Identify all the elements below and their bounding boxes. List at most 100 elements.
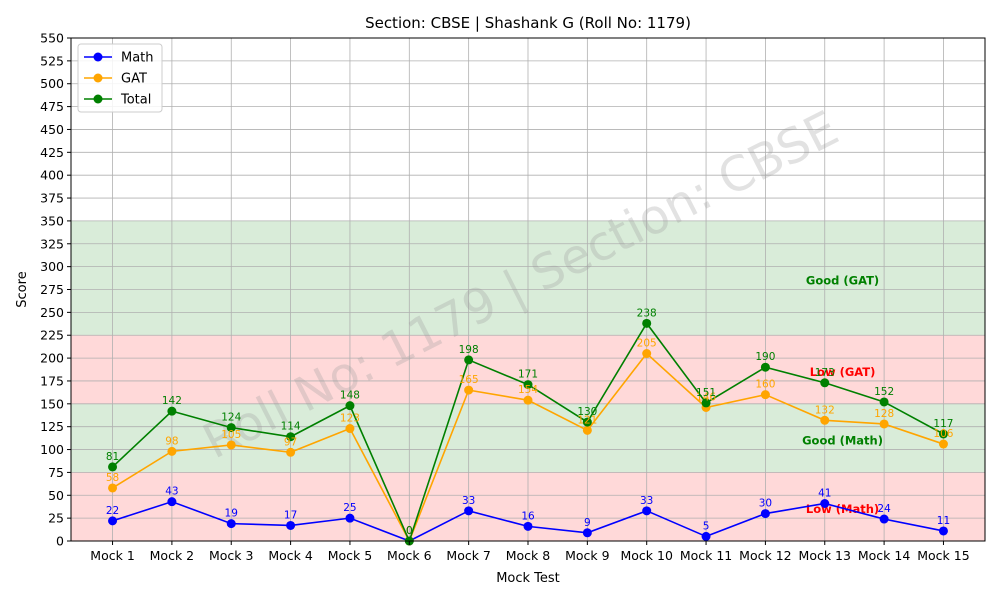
series-point-total-12 [820, 378, 830, 388]
series-point-gat-3 [286, 447, 296, 457]
data-label-total-2: 124 [221, 412, 241, 424]
series-point-gat-0 [108, 483, 118, 493]
series-point-total-1 [167, 406, 177, 416]
data-label-total-13: 152 [874, 386, 894, 398]
y-tick-label-15: 375 [40, 191, 64, 206]
y-tick-label-4: 100 [40, 442, 64, 457]
data-label-gat-5: 0 [406, 525, 413, 537]
y-tick-label-13: 325 [40, 236, 64, 251]
chart-title: Section: CBSE | Shashank G (Roll No: 117… [365, 14, 691, 32]
series-lines [108, 318, 948, 546]
data-label-gat-7: 154 [518, 384, 538, 396]
x-tick-label-7: Mock 8 [506, 548, 551, 563]
x-tick-label-2: Mock 3 [209, 548, 253, 563]
data-label-total-12: 173 [815, 367, 835, 379]
y-tick-label-5: 125 [40, 419, 64, 434]
x-tick-label-8: Mock 9 [565, 548, 610, 563]
x-tick-label-13: Mock 14 [858, 548, 910, 563]
x-tick-label-12: Mock 13 [799, 548, 851, 563]
data-label-total-1: 142 [162, 395, 182, 407]
series-point-math-12 [820, 499, 830, 509]
series-point-gat-9 [642, 349, 652, 359]
x-tick-label-6: Mock 7 [446, 548, 490, 563]
data-label-gat-6: 165 [459, 374, 479, 386]
y-tick-label-16: 400 [40, 168, 64, 183]
data-label-gat-8: 121 [577, 414, 597, 426]
data-label-math-6: 33 [462, 495, 475, 507]
data-label-math-10: 5 [703, 520, 710, 532]
y-tick-label-7: 175 [40, 373, 64, 388]
data-label-math-9: 33 [640, 495, 653, 507]
x-axis-label: Mock Test [496, 571, 560, 586]
series-point-math-8 [582, 528, 592, 538]
series-point-total-9 [642, 318, 652, 328]
data-label-math-13: 24 [877, 503, 891, 515]
y-tick-label-9: 225 [40, 328, 64, 343]
x-tick-label-4: Mock 5 [328, 548, 372, 563]
x-tick-label-0: Mock 1 [90, 548, 134, 563]
y-tick-label-22: 550 [40, 31, 64, 46]
series-point-total-14 [938, 429, 948, 439]
series-point-total-8 [582, 417, 592, 427]
data-label-gat-10: 146 [696, 391, 716, 403]
data-label-gat-0: 58 [106, 472, 119, 484]
y-tick-label-3: 75 [48, 465, 64, 480]
data-label-total-5: 0 [406, 525, 413, 537]
data-label-math-14: 11 [937, 515, 950, 527]
data-label-gat-14: 106 [933, 428, 953, 440]
legend-label-total: Total [120, 93, 151, 108]
series-point-gat-1 [167, 446, 177, 456]
x-tick-label-1: Mock 2 [150, 548, 194, 563]
series-point-math-7 [523, 521, 533, 531]
band-label-1: Good (Math) [802, 433, 883, 447]
data-label-math-12: 41 [818, 488, 831, 500]
series-point-math-3 [286, 520, 296, 530]
x-tick-label-5: Mock 6 [387, 548, 432, 563]
y-tick-label-1: 25 [48, 511, 64, 526]
data-label-total-0: 81 [106, 451, 119, 463]
data-label-math-3: 17 [284, 509, 297, 521]
x-tick-label-9: Mock 10 [620, 548, 672, 563]
series-point-math-10 [701, 531, 711, 541]
legend-label-gat: GAT [121, 72, 147, 87]
data-label-gat-1: 98 [165, 435, 178, 447]
x-tick-label-11: Mock 12 [739, 548, 791, 563]
data-label-gat-11: 160 [755, 379, 775, 391]
series-point-total-10 [701, 398, 711, 408]
data-label-gat-2: 105 [221, 429, 241, 441]
legend: Math GAT Total [77, 43, 163, 113]
series-point-math-11 [760, 509, 770, 519]
data-label-math-4: 25 [343, 502, 356, 514]
data-label-total-4: 148 [340, 390, 360, 402]
series-point-math-0 [108, 516, 118, 526]
legend-marker-total [93, 94, 103, 104]
y-tick-label-2: 50 [48, 488, 64, 503]
series-point-total-6 [464, 355, 474, 365]
legend-marker-gat [93, 73, 103, 83]
data-label-math-7: 16 [521, 510, 535, 522]
legend-marker-math [93, 52, 103, 62]
series-point-math-14 [938, 526, 948, 536]
data-label-total-6: 198 [459, 344, 479, 356]
series-point-gat-7 [523, 395, 533, 405]
y-tick-label-11: 275 [40, 282, 64, 297]
y-axis-label: Score [15, 271, 30, 307]
series-point-gat-8 [582, 425, 592, 435]
data-label-gat-3: 97 [284, 436, 297, 448]
series-point-gat-4 [345, 424, 355, 434]
series-point-gat-11 [760, 390, 770, 400]
series-point-total-13 [879, 397, 889, 407]
y-tick-label-21: 525 [40, 53, 64, 68]
series-point-total-0 [108, 462, 118, 472]
data-label-total-7: 171 [518, 369, 538, 381]
data-label-math-2: 19 [225, 508, 238, 520]
data-label-math-11: 30 [759, 498, 772, 510]
data-label-math-0: 22 [106, 505, 119, 517]
y-tick-label-19: 475 [40, 99, 64, 114]
series-point-total-11 [760, 362, 770, 372]
data-label-total-3: 114 [281, 421, 301, 433]
y-tick-label-14: 350 [40, 213, 64, 228]
series-point-math-2 [226, 519, 236, 529]
